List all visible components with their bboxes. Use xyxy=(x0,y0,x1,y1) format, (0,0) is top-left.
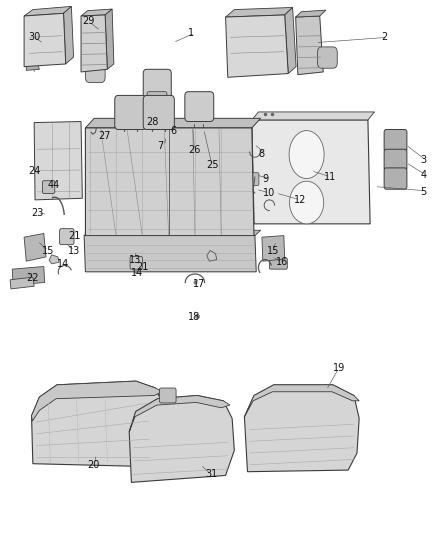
Text: 19: 19 xyxy=(333,363,345,373)
Text: 1: 1 xyxy=(188,28,194,38)
Ellipse shape xyxy=(289,131,324,179)
Polygon shape xyxy=(26,63,39,70)
Polygon shape xyxy=(226,15,288,77)
Text: 15: 15 xyxy=(267,246,279,255)
Polygon shape xyxy=(207,251,217,261)
Polygon shape xyxy=(10,277,34,289)
Polygon shape xyxy=(64,6,74,64)
FancyBboxPatch shape xyxy=(185,92,214,122)
Text: 23: 23 xyxy=(32,208,44,218)
Ellipse shape xyxy=(290,181,324,224)
Text: 27: 27 xyxy=(99,131,111,141)
FancyBboxPatch shape xyxy=(384,149,407,171)
Polygon shape xyxy=(34,122,82,200)
Polygon shape xyxy=(296,10,326,17)
FancyBboxPatch shape xyxy=(85,62,105,83)
Text: 10: 10 xyxy=(263,188,275,198)
Text: 26: 26 xyxy=(188,146,201,155)
Text: 25: 25 xyxy=(206,160,219,170)
FancyBboxPatch shape xyxy=(143,95,174,130)
Text: 30: 30 xyxy=(28,33,41,42)
Text: 17: 17 xyxy=(193,279,205,288)
Polygon shape xyxy=(84,230,261,236)
Text: 24: 24 xyxy=(28,166,41,175)
Text: 9: 9 xyxy=(263,174,269,183)
FancyBboxPatch shape xyxy=(115,95,146,130)
Text: 12: 12 xyxy=(293,195,306,205)
Text: 14: 14 xyxy=(57,259,69,269)
Text: 44: 44 xyxy=(47,181,60,190)
Polygon shape xyxy=(81,9,112,16)
FancyBboxPatch shape xyxy=(60,229,74,245)
Polygon shape xyxy=(49,255,59,264)
Text: 22: 22 xyxy=(26,273,39,283)
FancyBboxPatch shape xyxy=(130,256,142,269)
FancyBboxPatch shape xyxy=(318,47,337,68)
Polygon shape xyxy=(85,128,254,237)
FancyBboxPatch shape xyxy=(159,388,176,403)
Polygon shape xyxy=(12,266,45,285)
Text: 21: 21 xyxy=(136,262,148,271)
Polygon shape xyxy=(244,385,359,472)
Polygon shape xyxy=(105,9,114,69)
Text: 21: 21 xyxy=(68,231,80,240)
FancyBboxPatch shape xyxy=(384,168,407,189)
FancyBboxPatch shape xyxy=(143,69,171,100)
Text: 11: 11 xyxy=(324,172,336,182)
Polygon shape xyxy=(24,233,46,261)
Polygon shape xyxy=(129,395,234,482)
Text: 3: 3 xyxy=(420,155,427,165)
Polygon shape xyxy=(32,381,162,421)
Polygon shape xyxy=(32,381,162,466)
Text: 31: 31 xyxy=(205,470,217,479)
Text: 6: 6 xyxy=(171,126,177,135)
FancyBboxPatch shape xyxy=(248,173,259,185)
Polygon shape xyxy=(252,120,370,224)
Polygon shape xyxy=(85,118,261,128)
Text: 18: 18 xyxy=(188,312,201,322)
Text: 20: 20 xyxy=(88,461,100,470)
Text: 2: 2 xyxy=(381,33,387,42)
Text: 7: 7 xyxy=(158,141,164,151)
Text: 13: 13 xyxy=(68,246,80,255)
FancyBboxPatch shape xyxy=(189,113,210,126)
Polygon shape xyxy=(285,7,296,74)
Text: 16: 16 xyxy=(276,257,288,267)
FancyBboxPatch shape xyxy=(384,130,407,152)
Polygon shape xyxy=(81,15,107,72)
Polygon shape xyxy=(296,16,323,75)
Text: 5: 5 xyxy=(420,187,427,197)
Polygon shape xyxy=(24,13,66,67)
Text: 8: 8 xyxy=(258,149,265,158)
FancyBboxPatch shape xyxy=(269,258,287,269)
Polygon shape xyxy=(252,112,374,120)
Polygon shape xyxy=(226,7,293,17)
Text: 28: 28 xyxy=(147,117,159,126)
FancyBboxPatch shape xyxy=(147,92,167,104)
Polygon shape xyxy=(24,6,71,16)
Polygon shape xyxy=(84,236,256,272)
Polygon shape xyxy=(129,395,230,432)
Polygon shape xyxy=(244,385,359,417)
Text: 29: 29 xyxy=(82,17,95,26)
Text: 15: 15 xyxy=(42,246,54,255)
Text: 4: 4 xyxy=(420,170,427,180)
Text: 14: 14 xyxy=(131,269,144,278)
FancyBboxPatch shape xyxy=(42,181,55,193)
Polygon shape xyxy=(262,236,285,261)
Text: 13: 13 xyxy=(129,255,141,265)
